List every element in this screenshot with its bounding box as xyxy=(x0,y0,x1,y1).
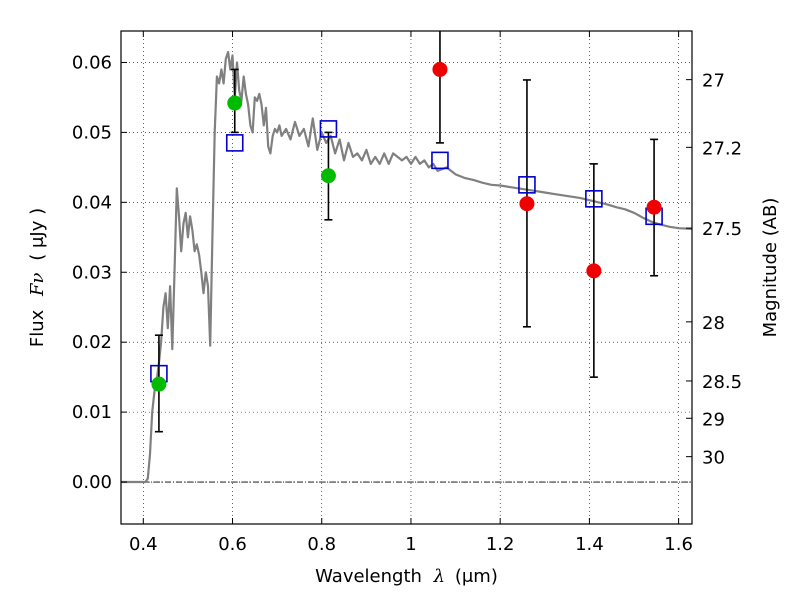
model-photometry-square xyxy=(319,120,338,138)
observed-point-red xyxy=(519,196,535,212)
y2-axis-label: Magnitude (AB) xyxy=(760,198,781,338)
y2-tick-label: 29 xyxy=(702,409,725,430)
y2-tick-label: 30 xyxy=(702,448,725,469)
observed-photometry-points xyxy=(151,61,662,392)
x-tick-label: 1.4 xyxy=(575,534,604,555)
x-tick-label: 0.6 xyxy=(218,534,247,555)
y2-tick-label: 27.5 xyxy=(702,219,742,240)
model-photometry-squares xyxy=(150,120,663,383)
y2-tick-label: 27 xyxy=(702,71,725,92)
y2-tick-label: 28 xyxy=(702,313,725,334)
grid xyxy=(121,31,692,524)
model-photometry-square xyxy=(585,190,603,208)
y-tick-label: 0.02 xyxy=(72,332,112,353)
x-tick-label: 1.2 xyxy=(486,534,515,555)
observed-point-green xyxy=(227,95,243,111)
y-tick-label: 0.06 xyxy=(72,52,112,73)
error-bars xyxy=(154,31,659,433)
observed-point-red xyxy=(432,61,448,77)
y-axis-label: Flux Fν ( μJy ) xyxy=(27,208,48,347)
x-axis-label: Wavelength λ (μm) xyxy=(315,566,498,587)
observed-point-red xyxy=(646,199,662,215)
model-photometry-square xyxy=(518,176,536,194)
observed-point-green xyxy=(320,168,336,184)
x-tick-label: 0.4 xyxy=(129,534,158,555)
model-photometry-square xyxy=(431,151,449,170)
observed-point-red xyxy=(586,263,602,279)
model-spectrum xyxy=(121,50,693,484)
plot-frame xyxy=(120,30,693,525)
y2-tick-label: 28.5 xyxy=(702,372,742,393)
x-tick-label: 0.8 xyxy=(307,534,336,555)
y-tick-label: 0.01 xyxy=(72,402,112,423)
y2-tick-label: 27.2 xyxy=(702,138,742,159)
y-tick-label: 0.04 xyxy=(72,192,112,213)
axis-ticks: 0.4 0.6 0.8 1 1.2 1.4 1.6 0.00 0.01 0.02 0.03 0.04 0… xyxy=(72,31,742,555)
x-tick-label: 1.6 xyxy=(664,534,693,555)
y-tick-label: 0.03 xyxy=(72,262,112,283)
x-tick-label: 1 xyxy=(405,534,416,555)
model-photometry-square xyxy=(225,134,244,152)
y-tick-label: 0.05 xyxy=(72,122,112,143)
y-tick-label: 0.00 xyxy=(72,472,112,493)
spectrum-line xyxy=(121,50,693,484)
observed-point-green xyxy=(151,376,167,392)
